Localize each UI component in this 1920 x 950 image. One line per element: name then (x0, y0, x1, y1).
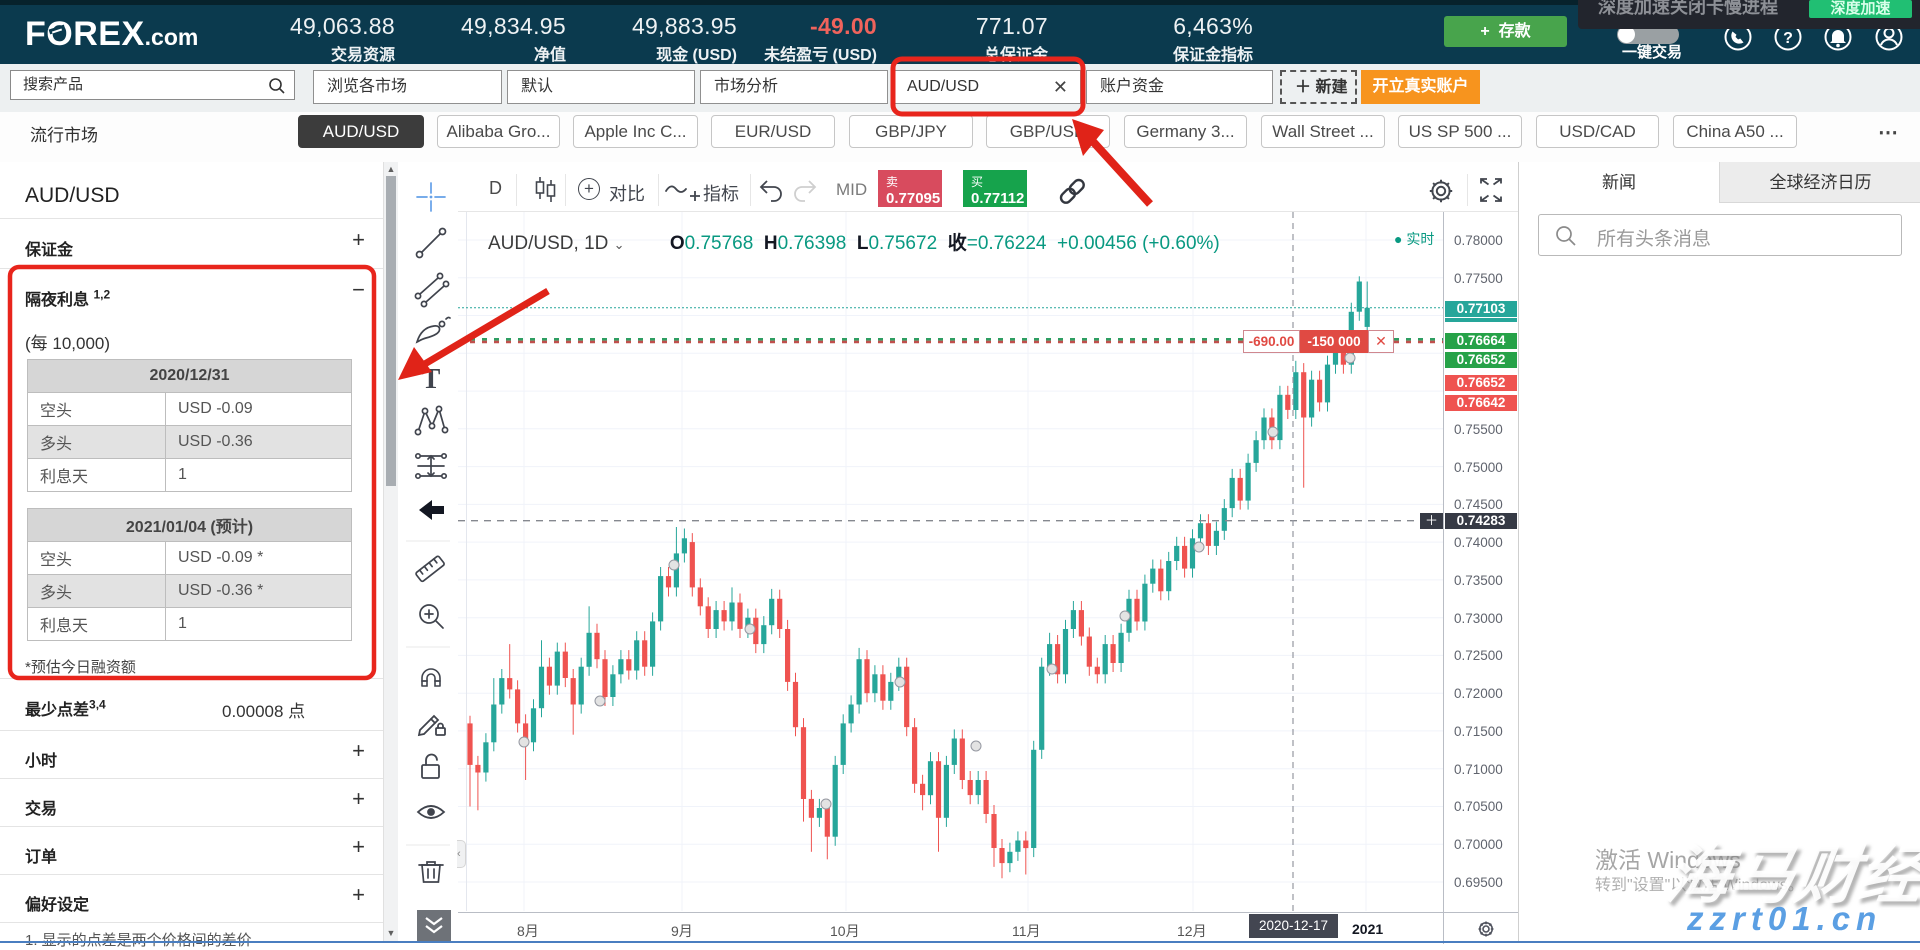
svg-text:T: T (422, 364, 441, 395)
svg-text:?: ? (1783, 30, 1793, 47)
